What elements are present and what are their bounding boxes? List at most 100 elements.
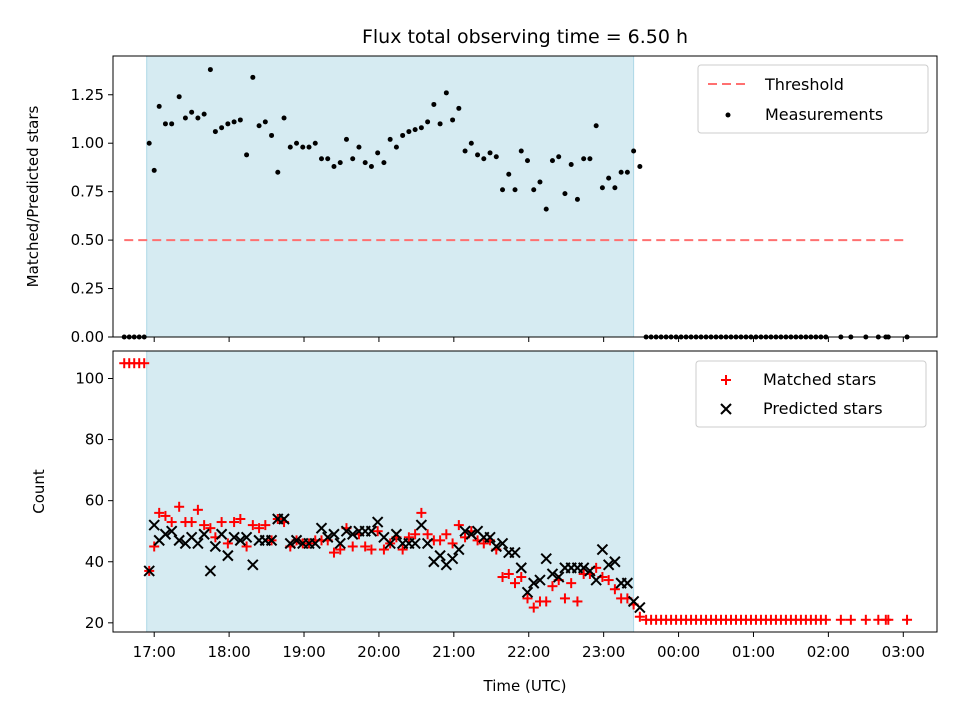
measurement-point — [587, 156, 593, 162]
bottom-y-tick-label: 40 — [85, 553, 104, 571]
measurement-point — [500, 187, 506, 193]
measurement-point — [468, 140, 474, 146]
bottom-y-ticks: 20 40 60 80 100 — [75, 369, 113, 632]
predicted-star-point — [384, 537, 396, 550]
predicted-star-point-b — [340, 525, 353, 537]
predicted-star-point — [521, 586, 534, 599]
measurement-point — [362, 160, 368, 166]
matched-star-point — [416, 507, 427, 518]
x-tick-label: 21:00 — [432, 643, 475, 661]
top-legend: Threshold Measurements — [697, 64, 929, 134]
predicted-star-point — [465, 528, 478, 540]
measurement-point — [262, 119, 268, 125]
predicted-star-point-b — [173, 534, 185, 547]
measurement-point — [568, 162, 574, 168]
legend-predicted-marker — [720, 403, 732, 415]
x-tick-label: 23:00 — [582, 643, 625, 661]
predicted-star-point — [247, 559, 259, 571]
predicted-star-point — [415, 519, 428, 531]
predicted-star-point-b — [484, 531, 496, 544]
measurement-point — [225, 121, 231, 127]
measurement-point — [368, 163, 374, 169]
predicted-star-point-b — [546, 568, 559, 580]
measurement-point — [237, 117, 243, 123]
measurement-point — [593, 123, 599, 129]
predicted-star-point — [143, 565, 155, 577]
predicted-star-point — [159, 528, 172, 540]
predicted-star-point-b — [322, 531, 334, 544]
predicted-star-point-b — [446, 552, 459, 565]
matched-star-point — [410, 529, 421, 540]
predicted-star-point-b — [347, 528, 359, 540]
matched-star-point — [820, 614, 831, 625]
legend-matched-marker — [721, 375, 731, 385]
predicted-star-point-b — [165, 525, 178, 537]
x-tick-label: 01:00 — [732, 643, 775, 661]
matched-star-point — [372, 526, 383, 537]
measurement-point — [443, 90, 449, 96]
observing-window-shade-bottom — [146, 350, 635, 633]
predicted-star-point-b — [602, 559, 615, 571]
legend-predicted-swatch — [720, 403, 732, 415]
predicted-star-point-b — [459, 525, 471, 537]
predicted-star-point-b — [143, 565, 155, 577]
matched-star-point — [522, 593, 533, 604]
measurement-point — [281, 115, 287, 121]
predicted-star-point — [496, 537, 509, 550]
measurement-point — [487, 150, 493, 156]
x-tick-label: 22:00 — [507, 643, 550, 661]
matched-star-point — [510, 578, 521, 589]
legend-measurements-swatch — [725, 112, 731, 118]
x-tick-label: 19:00 — [282, 643, 325, 661]
predicted-star-point-b — [284, 537, 296, 550]
measurement-point — [207, 67, 213, 73]
measurement-point — [624, 169, 630, 175]
predicted-star-point-b — [240, 531, 253, 544]
predicted-star-point-b — [534, 574, 546, 586]
measurement-point — [189, 109, 195, 115]
predicted-star-point — [609, 556, 621, 568]
measurement-point — [631, 148, 637, 154]
measurement-point — [400, 132, 406, 138]
measurement-point — [146, 140, 152, 146]
predicted-star-point-b — [390, 528, 403, 540]
predicted-star-point — [222, 549, 234, 562]
predicted-star-point — [453, 543, 465, 556]
measurement-point — [612, 185, 618, 191]
predicted-star-point-b — [415, 519, 428, 531]
bottom-axes-frame — [112, 350, 938, 633]
measurement-point — [169, 121, 175, 127]
predicted-star-point — [209, 540, 222, 553]
predicted-star-point — [553, 571, 565, 583]
measurement-point — [312, 140, 318, 146]
measurement-point — [437, 121, 443, 127]
predicted-star-point — [577, 562, 590, 574]
predicted-star-point — [534, 574, 546, 586]
measurement-point — [343, 136, 349, 142]
predicted-star-point — [173, 534, 185, 547]
measurement-point — [275, 169, 281, 175]
predicted-star-point — [390, 528, 403, 540]
measurement-point — [512, 187, 518, 193]
measurement-point — [269, 132, 275, 138]
measurement-point — [450, 117, 456, 123]
matched-star-point — [149, 541, 160, 552]
matched-star-point — [497, 572, 508, 583]
top-y-tick-label: 0.50 — [71, 231, 104, 249]
predicted-star-point-b — [528, 577, 540, 589]
predicted-star-point-b — [159, 528, 172, 540]
legend-predicted-marker-b — [720, 403, 732, 415]
predicted-star-point — [365, 525, 378, 537]
matched-star-point — [634, 611, 645, 622]
predicted-star-point-b — [465, 528, 478, 540]
measurement-point — [637, 163, 643, 169]
measurement-point — [406, 129, 412, 135]
predicted-star-point-b — [328, 528, 340, 540]
bottom-legend-box — [695, 360, 927, 428]
measurement-point — [506, 171, 512, 177]
predicted-star-point-b — [228, 531, 240, 544]
measurement-point — [294, 140, 300, 146]
matched-star-point — [503, 568, 514, 579]
predicted-star-point — [228, 531, 240, 544]
star-count-points — [119, 358, 913, 625]
